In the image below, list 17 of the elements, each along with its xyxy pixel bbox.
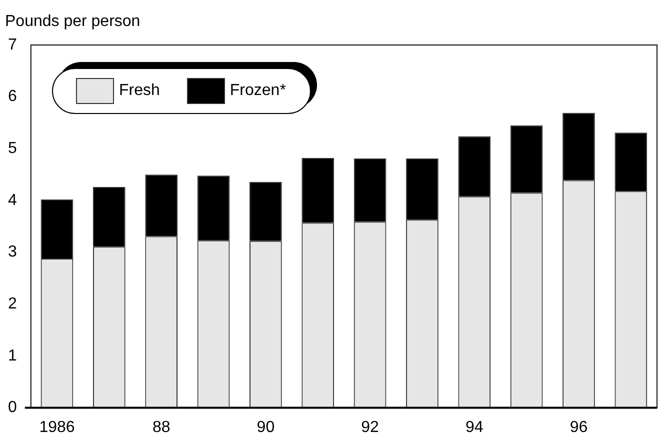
x-tick-label: 96 <box>570 418 588 436</box>
x-tick-label: 90 <box>256 418 275 436</box>
y-tick-label: 7 <box>8 36 17 54</box>
y-tick-label: 2 <box>8 296 17 313</box>
x-tick-label: 92 <box>361 418 380 436</box>
x-tick-label: 1986 <box>39 418 75 436</box>
y-tick-label: 4 <box>8 192 17 209</box>
y-tick-label: 0 <box>8 399 17 416</box>
y-tick-label: 3 <box>8 244 17 261</box>
legend-label: Fresh <box>119 82 160 100</box>
y-tick-label: 5 <box>8 140 17 158</box>
x-tick-label: 94 <box>465 418 484 436</box>
y-tick-label: 6 <box>8 88 17 106</box>
y-axis-title: Pounds per person <box>5 13 140 30</box>
x-tick-label: 88 <box>152 418 170 436</box>
legend-label: Frozen* <box>230 82 286 100</box>
y-tick-label: 1 <box>8 347 17 364</box>
